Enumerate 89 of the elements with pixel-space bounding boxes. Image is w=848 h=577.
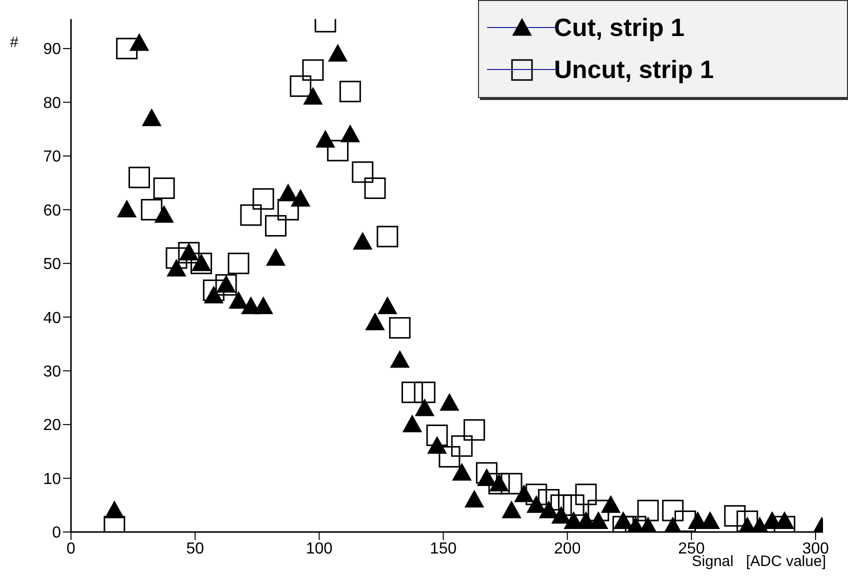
- point: [303, 87, 322, 105]
- point: [451, 435, 473, 457]
- point: [104, 501, 124, 518]
- point: [353, 232, 372, 250]
- legend-label: Cut, strip 1: [554, 14, 685, 42]
- point: [614, 512, 633, 529]
- point: [140, 198, 162, 220]
- point: [440, 394, 459, 411]
- point: [378, 296, 397, 314]
- y-tick-label: 30: [43, 364, 62, 381]
- point: [552, 506, 571, 524]
- y-tick-label: 10: [43, 470, 62, 488]
- point: [229, 292, 248, 309]
- point: [376, 226, 398, 248]
- point: [291, 189, 310, 207]
- point: [575, 484, 597, 506]
- point: [130, 34, 149, 51]
- point: [452, 463, 472, 481]
- point: [562, 494, 584, 516]
- point: [278, 184, 298, 202]
- point: [340, 124, 360, 142]
- x-tick-label: 100: [306, 540, 333, 558]
- point: [116, 38, 138, 60]
- point: [254, 296, 273, 314]
- point: [500, 472, 522, 494]
- point: [166, 259, 186, 276]
- point: [428, 436, 447, 454]
- y-tick-label: 70: [43, 148, 62, 166]
- legend-label: Uncut, strip 1: [554, 56, 714, 84]
- point: [204, 286, 224, 304]
- y-tick-label: 90: [43, 41, 62, 58]
- y-tick-label: 80: [43, 94, 62, 112]
- point: [252, 188, 274, 210]
- point: [502, 501, 522, 518]
- point: [366, 313, 385, 330]
- point: [637, 500, 659, 522]
- point: [316, 130, 335, 148]
- point: [240, 204, 262, 226]
- point: [302, 59, 324, 81]
- x-tick-label: 150: [430, 540, 457, 558]
- point: [477, 468, 496, 486]
- point: [539, 501, 558, 518]
- y-tick-label: 60: [43, 202, 62, 220]
- y-tick-label: 0: [52, 524, 62, 542]
- point: [601, 496, 620, 513]
- point: [438, 446, 460, 468]
- point: [352, 161, 374, 183]
- y-tick-label: 40: [43, 310, 62, 327]
- point: [265, 215, 286, 237]
- point: [266, 248, 286, 266]
- point: [202, 280, 224, 302]
- point: [538, 489, 560, 511]
- point: [402, 382, 424, 404]
- point: [117, 200, 136, 218]
- y-tick-label: 50: [43, 256, 62, 274]
- point: [662, 500, 684, 522]
- point: [290, 75, 312, 97]
- point: [364, 177, 386, 199]
- x-tick-label: 0: [66, 540, 76, 558]
- point: [277, 198, 299, 220]
- point: [154, 206, 174, 223]
- point: [415, 398, 434, 416]
- point: [166, 247, 188, 269]
- point: [724, 505, 746, 527]
- point: [142, 108, 162, 126]
- point: [414, 382, 436, 404]
- point: [228, 252, 250, 274]
- y-tick-label: 20: [43, 417, 62, 434]
- point: [402, 415, 422, 432]
- point: [389, 317, 411, 339]
- point: [464, 490, 484, 508]
- point: [526, 484, 548, 506]
- point: [514, 484, 534, 502]
- x-axis-title: Signal [ADC value]: [692, 553, 826, 570]
- point: [526, 496, 546, 513]
- x-tick-label: 200: [554, 540, 581, 558]
- point: [464, 419, 486, 441]
- point: [328, 44, 348, 62]
- point: [550, 494, 572, 516]
- point: [327, 140, 349, 162]
- point: [426, 424, 448, 446]
- y-axis-title: #: [10, 34, 18, 51]
- point: [153, 177, 175, 199]
- point: [339, 80, 361, 102]
- point: [588, 500, 610, 522]
- point: [390, 350, 410, 368]
- point: [476, 462, 498, 484]
- point: [128, 166, 150, 188]
- x-tick-label: 50: [186, 540, 204, 558]
